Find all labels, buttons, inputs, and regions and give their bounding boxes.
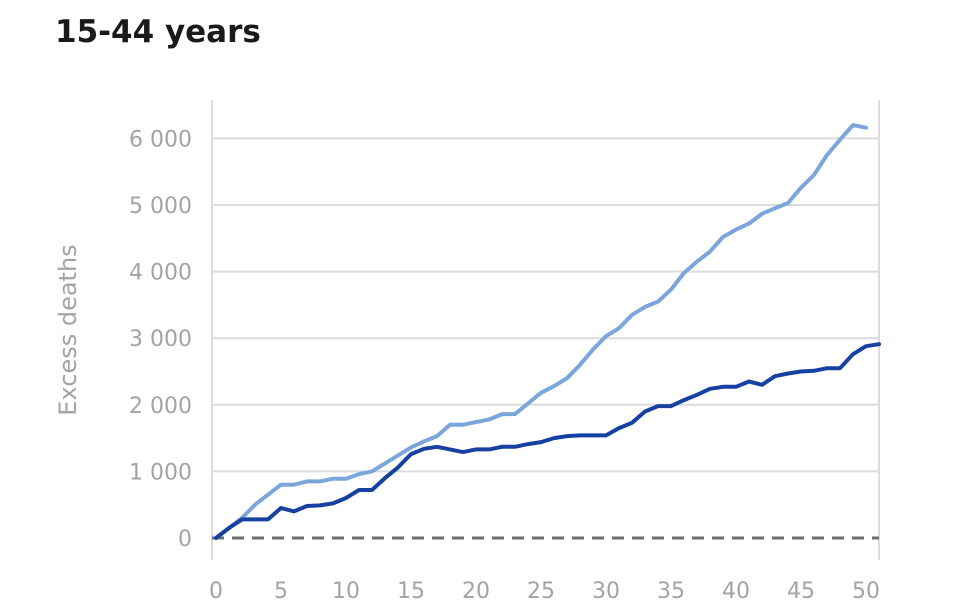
x-tick-label: 45: [787, 579, 815, 604]
series-line-2: [214, 342, 881, 540]
x-tick-label: 40: [722, 579, 750, 604]
y-tick-label: 3 000: [129, 327, 192, 352]
y-tick-label: 1 000: [129, 460, 192, 485]
series-lines: [214, 123, 881, 540]
x-tick-label: 15: [397, 579, 425, 604]
y-tick-label: 6 000: [129, 127, 192, 152]
x-tick-labels: 0 5 10 15 20 25 30 35 40 45 50: [209, 579, 880, 604]
y-tick-label: 5 000: [129, 194, 192, 219]
y-tick-label: 0: [178, 527, 192, 552]
y-tick-label: 2 000: [129, 394, 192, 419]
x-tick-label: 35: [657, 579, 685, 604]
y-axis-label: Excess deaths: [54, 244, 82, 415]
x-tick-label: 30: [592, 579, 620, 604]
chart-title: 15-44 years: [55, 14, 261, 50]
x-tick-label: 10: [332, 579, 360, 604]
y-tick-labels: 0 1 000 2 000 3 000 4 000 5 000 6 000: [129, 127, 192, 552]
x-tick-label: 25: [527, 579, 555, 604]
x-tick-label: 0: [209, 579, 223, 604]
grid-lines: [212, 137, 879, 473]
series-line-1: [214, 123, 868, 540]
x-tick-label: 50: [852, 579, 880, 604]
x-tick-label: 5: [274, 579, 288, 604]
x-tick-label: 20: [462, 579, 490, 604]
y-tick-label: 4 000: [129, 261, 192, 286]
